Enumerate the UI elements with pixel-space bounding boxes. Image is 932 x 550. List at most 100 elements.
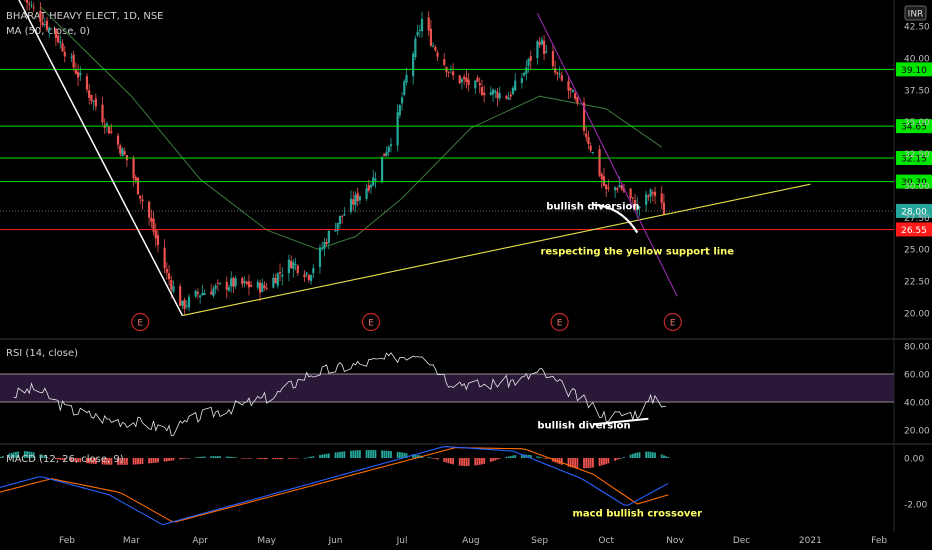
candle-body	[287, 259, 290, 274]
annotations: bullish diversion respecting the yellow s…	[537, 202, 734, 520]
purple-downtrend-line[interactable]	[536, 13, 678, 297]
candle-body	[556, 72, 559, 74]
candle-body	[230, 278, 233, 287]
rsi-line[interactable]	[13, 352, 667, 436]
candle-body	[214, 285, 217, 289]
candle-body	[85, 76, 89, 90]
earnings-marker[interactable]	[131, 312, 150, 332]
candle-body	[432, 45, 435, 47]
last-price-label: 28.00	[901, 207, 927, 217]
macd-histogram-bar	[265, 458, 268, 460]
macd-histogram-bar	[620, 458, 623, 459]
currency-label: INR	[908, 10, 924, 20]
trendlines[interactable]	[16, 0, 811, 317]
macd-histogram-bar	[545, 458, 548, 459]
macd-histogram-bar	[401, 452, 403, 458]
macd-histogram-bar	[447, 458, 450, 464]
rsi-label: RSI (14, close)	[6, 348, 78, 359]
level-badge[interactable]	[896, 174, 932, 189]
candle-body	[511, 87, 515, 95]
macd-histogram-bar	[30, 451, 33, 458]
macd-histogram-bar	[63, 458, 66, 461]
price-tick-label: 40.00	[904, 54, 930, 64]
earnings-marker[interactable]	[361, 312, 381, 332]
price-tick-label: 35.00	[904, 118, 930, 128]
candle-body	[374, 178, 377, 181]
macd-histogram-bar	[121, 458, 124, 465]
horizontal-levels[interactable]: 39.10 34.65 32.15 30.30 26.55 28.00	[0, 62, 932, 237]
candle-body	[57, 35, 60, 43]
level-badge[interactable]	[896, 222, 932, 237]
candle-body	[156, 235, 160, 246]
macd-histogram-bar	[74, 458, 77, 462]
candle-body	[265, 287, 268, 289]
month-tick-label: Aug	[462, 536, 480, 546]
last-price-badge[interactable]	[896, 203, 932, 218]
macd-panel[interactable]	[0, 446, 670, 526]
macd-histogram-bar	[201, 456, 204, 458]
macd-histogram-bar	[381, 450, 383, 458]
candle-body	[290, 260, 293, 269]
candle-body	[325, 242, 328, 245]
candle-body	[203, 293, 206, 295]
macd-histogram-bar	[343, 451, 346, 458]
candle-body	[232, 277, 235, 287]
candle-body	[303, 274, 306, 278]
level-badge[interactable]	[896, 62, 932, 77]
macd-histogram-bar	[598, 458, 601, 467]
earnings-marker[interactable]	[550, 312, 569, 332]
macd-histogram-bar	[1, 456, 4, 458]
candle-body	[414, 38, 417, 58]
price-divergence-arc[interactable]	[592, 203, 639, 234]
rsi-divergence-line[interactable]	[592, 417, 649, 426]
month-tick-label: Jun	[327, 536, 342, 546]
candle-body	[418, 29, 421, 31]
macd-histogram-bar	[474, 458, 477, 466]
macd-histogram-bar	[350, 450, 352, 458]
macd-histogram-bar	[279, 458, 281, 460]
level-badge[interactable]	[896, 119, 932, 134]
month-tick-label: Mar	[123, 536, 140, 546]
candle-body	[187, 296, 191, 308]
yellow-support-line[interactable]	[182, 183, 811, 317]
macd-histogram-bar	[572, 458, 574, 468]
macd-histogram-bar	[243, 458, 246, 459]
month-tick-label: Feb	[59, 536, 75, 546]
candle-body	[30, 5, 33, 7]
candle-body	[150, 217, 153, 222]
macd-histogram-bar	[405, 453, 408, 458]
candle-body	[429, 28, 433, 46]
macd-histogram-bar	[603, 458, 605, 465]
candle-body	[463, 76, 466, 80]
white-downtrend-line[interactable]	[16, 0, 184, 316]
macd-histogram-bar	[492, 458, 494, 462]
currency-badge[interactable]: INR	[904, 5, 927, 21]
price-tick-label: 22.50	[904, 278, 930, 288]
macd-histogram-bar	[132, 458, 135, 465]
macd-histogram-bar	[241, 458, 244, 459]
candle-body	[514, 80, 517, 91]
candle-body	[605, 184, 608, 190]
macd-histogram-bar	[214, 456, 217, 458]
macd-histogram-bar	[319, 455, 321, 458]
candle-body	[436, 52, 439, 57]
macd-histogram-bar	[28, 451, 31, 458]
candle-body	[636, 205, 639, 211]
candle-body	[629, 188, 632, 198]
candle-body	[558, 73, 561, 75]
macd-histogram-bar	[645, 451, 648, 458]
candle-body	[108, 126, 111, 134]
candle-body	[398, 105, 401, 116]
earnings-marker[interactable]	[663, 312, 682, 332]
candle-body	[101, 104, 104, 123]
macd-signal-line[interactable]	[0, 447, 669, 523]
candle-body	[647, 195, 650, 198]
candle-body	[352, 199, 355, 205]
macd-histogram-bar	[281, 458, 284, 460]
macd-line[interactable]	[0, 446, 669, 526]
level-badge[interactable]	[896, 151, 932, 166]
rsi-panel[interactable]	[0, 352, 894, 436]
candle-body	[247, 281, 251, 288]
